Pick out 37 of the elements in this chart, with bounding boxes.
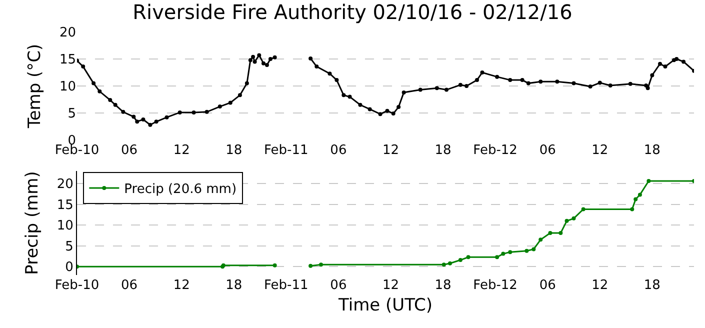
x-tick-label: 12 — [382, 278, 400, 293]
y-tick-label: 5 — [65, 239, 74, 254]
y-tick-label: 20 — [59, 26, 76, 41]
x-tick-label: 12 — [173, 278, 190, 293]
x-tick-label: 18 — [644, 143, 660, 158]
x-tick-label: 06 — [330, 143, 347, 158]
y-tick-label: 20 — [56, 177, 74, 192]
x-tick-label: 12 — [382, 143, 400, 158]
x-tick-label: 06 — [539, 278, 556, 293]
x-tick-label: 18 — [434, 278, 452, 293]
y-tick-label: 0 — [65, 260, 74, 276]
chart-title: Riverside Fire Authority 02/10/16 - 02/12/16 — [132, 0, 572, 24]
y-tick-label: 5 — [68, 106, 76, 122]
x-tick-label: 18 — [434, 143, 452, 158]
x-tick-label: 18 — [644, 278, 660, 293]
x-tick-label: Feb-12 — [473, 143, 518, 158]
x-tick-label: Feb-11 — [264, 278, 308, 293]
x-tick-label: 12 — [173, 143, 190, 158]
x-tick-label: 12 — [592, 143, 608, 158]
x-tick-label: 06 — [121, 143, 138, 158]
legend-label: Precip (20.6 mm) — [124, 182, 237, 198]
y-tick-label: 10 — [59, 80, 76, 95]
x-tick-label: Feb-10 — [54, 278, 100, 293]
x-axis-title: Time (UTC) — [338, 295, 432, 316]
x-tick-label: 12 — [592, 278, 608, 293]
x-tick-label: 06 — [121, 278, 138, 293]
y-tick-label: 10 — [56, 218, 74, 234]
x-tick-label: Feb-12 — [473, 278, 518, 293]
y-axis-title: Precip (mm) — [22, 171, 42, 275]
y-tick-label: 15 — [56, 198, 74, 213]
x-tick-label: 18 — [226, 143, 242, 158]
x-tick-label: 18 — [226, 278, 242, 293]
x-tick-label: 06 — [330, 278, 347, 293]
x-tick-label: 06 — [539, 143, 556, 158]
y-axis-title: Temp (°C) — [25, 44, 46, 130]
x-tick-label: Feb-11 — [264, 143, 308, 158]
y-tick-label: 15 — [59, 52, 76, 68]
